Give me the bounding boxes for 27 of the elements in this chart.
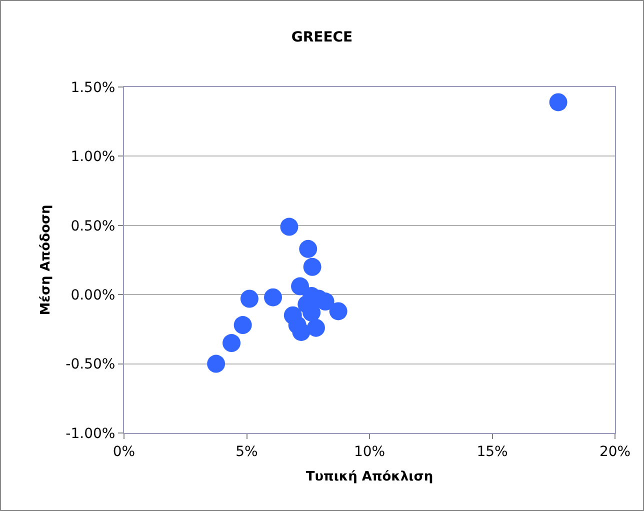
point xyxy=(329,302,348,320)
x-tick-label: 15% xyxy=(476,444,508,460)
point xyxy=(207,354,226,373)
y-tick-label: -0.50% xyxy=(66,356,116,373)
y-tick-label: 0.00% xyxy=(70,288,116,304)
y-axis-title: Μέση Απόδοση xyxy=(38,204,54,316)
x-axis-title: Τυπική Απόκλιση xyxy=(306,469,434,484)
point xyxy=(234,316,252,334)
point xyxy=(299,240,318,258)
y-tick-label: -1.00% xyxy=(66,426,116,442)
point xyxy=(303,258,322,276)
x-tick-label: 5% xyxy=(236,444,258,460)
point xyxy=(264,288,282,306)
point xyxy=(222,334,241,352)
point xyxy=(240,290,258,308)
point xyxy=(549,93,568,112)
point xyxy=(280,218,298,236)
x-tick-label: 0% xyxy=(112,444,136,460)
point xyxy=(306,318,325,337)
x-tick-label: 10% xyxy=(354,444,386,460)
point xyxy=(291,277,310,296)
x-tick-label: 20% xyxy=(599,444,631,460)
chart-title: GREECE xyxy=(291,29,353,46)
y-tick-label: 1.00% xyxy=(70,149,116,166)
y-tick-label: 1.50% xyxy=(70,80,116,96)
point xyxy=(292,322,310,341)
y-tick-label: 0.50% xyxy=(70,218,116,234)
